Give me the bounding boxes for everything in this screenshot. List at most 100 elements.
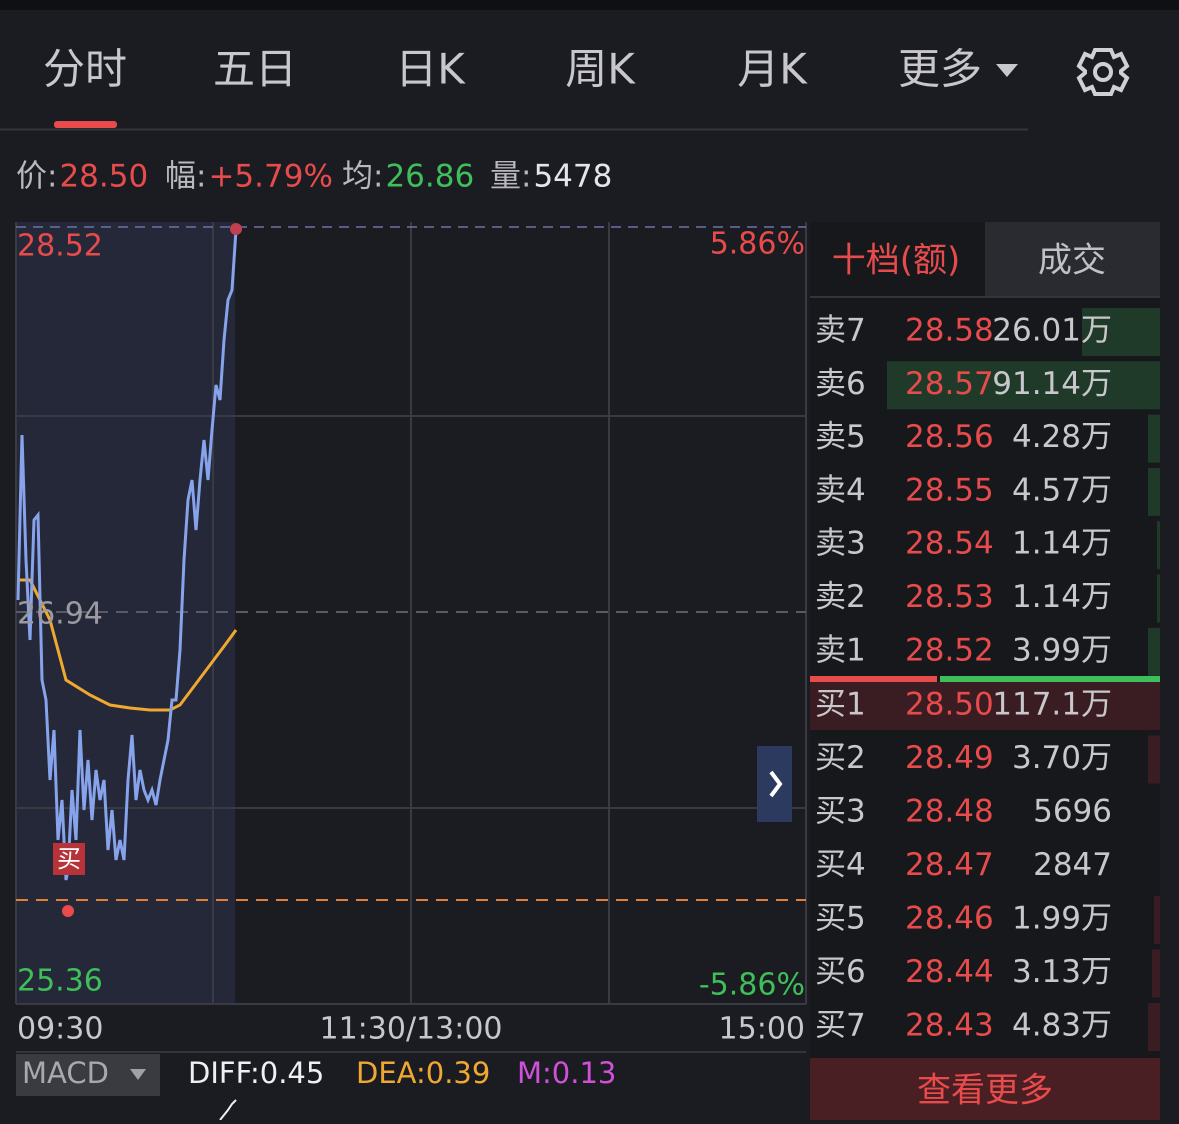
ask-volume: 91.14万 <box>992 366 1112 402</box>
ask-level: 卖2 <box>815 579 866 615</box>
ask-volume-bar <box>1082 308 1160 356</box>
ask-volume: 4.57万 <box>1012 472 1112 508</box>
ask-price: 28.57 <box>905 366 994 402</box>
ask-price: 28.53 <box>905 579 994 615</box>
ask-volume-bar <box>887 361 1160 410</box>
info-label: 量: <box>490 159 531 195</box>
status-strip <box>0 0 1179 10</box>
tab[interactable]: 五日 <box>213 45 297 94</box>
trades-tab[interactable]: 成交 <box>1038 241 1106 281</box>
ask-level: 卖5 <box>815 419 866 455</box>
bid-volume: 5696 <box>1033 794 1112 830</box>
tab[interactable]: 月K <box>737 45 808 94</box>
tab[interactable]: 日K <box>395 45 466 94</box>
ask-volume-bar <box>1148 627 1160 676</box>
bid-level: 买3 <box>815 794 866 830</box>
y-mid: 26.94 <box>17 597 103 632</box>
trades-tab-bg[interactable] <box>985 222 1160 296</box>
pct-top: 5.86% <box>710 227 805 262</box>
bid-volume-bar <box>1148 735 1160 784</box>
pct-bottom: -5.86% <box>699 968 805 1003</box>
time-label: 09:30 <box>17 1012 103 1047</box>
bid-volume: 3.13万 <box>1012 954 1112 990</box>
ask-volume-bar <box>1157 574 1160 623</box>
more-button-label[interactable]: 查看更多 <box>917 1071 1053 1111</box>
bid-level: 买5 <box>815 901 866 937</box>
tab[interactable]: 分时 <box>43 45 127 94</box>
ask-volume-bar <box>1157 521 1160 570</box>
more-arrow[interactable] <box>996 64 1018 77</box>
ask-level: 卖1 <box>815 632 866 668</box>
bid-volume: 2847 <box>1033 847 1112 883</box>
bid1-highlight <box>810 682 1160 730</box>
bid-price: 28.44 <box>905 954 994 990</box>
tab[interactable]: 更多 <box>898 45 982 94</box>
bid-volume-bar <box>1152 949 1160 998</box>
bid-ratio <box>810 676 937 682</box>
ask-volume: 26.01万 <box>992 313 1112 349</box>
y-bottom: 25.36 <box>17 964 103 999</box>
info-label: 均: <box>342 159 383 195</box>
macd-arrow[interactable] <box>130 1069 146 1080</box>
macd-line <box>219 1099 237 1121</box>
ask-level: 卖3 <box>815 526 866 562</box>
info-value: 28.50 <box>59 159 148 195</box>
y-top: 28.52 <box>17 229 103 264</box>
info-value: +5.79% <box>208 159 332 195</box>
average-line <box>18 578 238 712</box>
time-label: 15:00 <box>719 1012 805 1047</box>
ask-level: 卖4 <box>815 472 866 508</box>
ask-ratio <box>940 676 1160 682</box>
ask-volume: 4.28万 <box>1012 419 1112 455</box>
buy-marker-box <box>53 843 85 875</box>
macd-selector-label[interactable]: MACD <box>22 1056 109 1090</box>
tab[interactable]: 周K <box>565 45 636 94</box>
bid-volume: 4.83万 <box>1012 1008 1112 1044</box>
bid-level: 买4 <box>815 847 866 883</box>
bid-level: 买7 <box>815 1008 866 1044</box>
price-line <box>16 229 238 881</box>
bid-price: 28.49 <box>905 740 994 776</box>
bid-volume-bar <box>1154 896 1160 944</box>
ask-level: 卖7 <box>815 313 866 349</box>
time-label: 11:30/13:00 <box>319 1012 502 1047</box>
high-dot <box>230 223 242 235</box>
macd-m: M:0.13 <box>517 1056 616 1090</box>
ask-volume: 3.99万 <box>1012 632 1112 668</box>
ask-volume-bar <box>1148 414 1160 463</box>
expand-button[interactable] <box>757 746 792 822</box>
macd-dea: DEA:0.39 <box>356 1056 490 1090</box>
info-label: 价: <box>16 159 57 195</box>
bid-price: 28.43 <box>905 1008 994 1044</box>
info-value: 26.86 <box>385 159 474 195</box>
buy-marker: 买 <box>57 845 81 873</box>
bid-level: 买2 <box>815 740 866 776</box>
settings-icon[interactable] <box>1076 48 1130 96</box>
depth-tab[interactable]: 十档(额) <box>832 241 961 281</box>
info-label: 幅: <box>165 159 206 195</box>
ask-price: 28.56 <box>905 419 994 455</box>
ask-volume-bar <box>1148 467 1160 516</box>
ask-price: 28.55 <box>905 472 994 508</box>
bid-level: 买1 <box>815 687 866 723</box>
bid-volume-bar <box>1148 1003 1160 1051</box>
bid-volume: 3.70万 <box>1012 740 1112 776</box>
ask-price: 28.54 <box>905 526 994 562</box>
bid-price: 28.46 <box>905 901 994 937</box>
macd-diff: DIFF:0.45 <box>188 1056 324 1090</box>
more-button[interactable] <box>810 1058 1160 1120</box>
bid-price: 28.50 <box>905 687 994 723</box>
bid-volume: 1.99万 <box>1012 901 1112 937</box>
expand-arrow[interactable] <box>769 770 783 798</box>
ask-volume: 1.14万 <box>1012 526 1112 562</box>
bid-level: 买6 <box>815 954 866 990</box>
ask-volume: 1.14万 <box>1012 579 1112 615</box>
bid-price: 28.47 <box>905 847 994 883</box>
buy-dot <box>62 905 74 917</box>
ask-price: 28.58 <box>905 313 994 349</box>
ask-price: 28.52 <box>905 632 994 668</box>
bid-price: 28.48 <box>905 794 994 830</box>
info-value: 5478 <box>533 159 612 195</box>
ask-level: 卖6 <box>815 366 866 402</box>
